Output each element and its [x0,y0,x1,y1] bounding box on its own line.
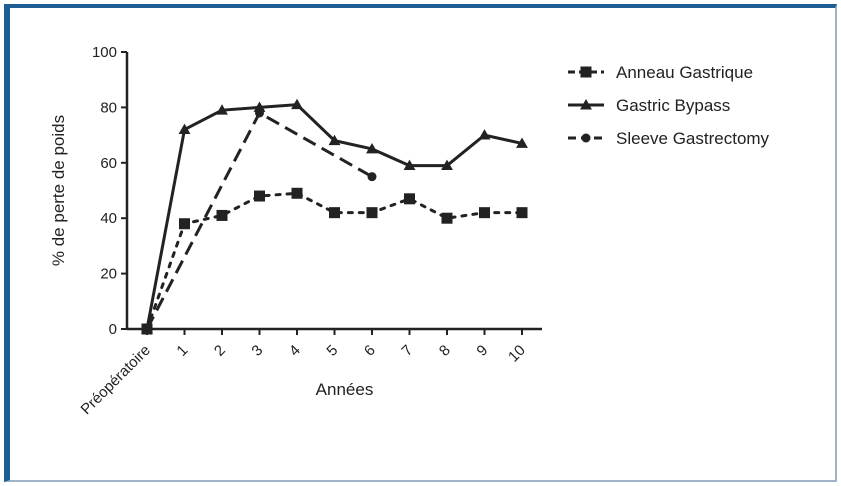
series-sleeve-gastrectomy [142,108,377,334]
x-tick-label: 3 [248,342,266,360]
square-marker [479,207,490,219]
y-tick-label: 20 [100,266,117,283]
x-axis-title: Années [316,380,374,399]
legend-circle-marker [581,133,591,143]
legend-item: Anneau Gastrique [568,63,753,82]
triangle-marker [291,98,303,110]
y-tick-label: 60 [100,155,117,172]
square-marker [291,187,303,199]
y-axis-title: % de perte de poids [49,115,68,266]
x-tick-label: 1 [173,342,191,360]
legend-label: Sleeve Gastrectomy [616,129,770,148]
y-tick-label: 80 [100,99,117,116]
circle-marker [255,108,264,118]
series-gastric-bypass [141,98,528,334]
square-marker [516,207,528,219]
legend-label: Anneau Gastrique [616,63,753,82]
y-tick-label: 0 [109,321,117,338]
legend-label: Gastric Bypass [616,96,730,115]
axes [121,51,542,335]
legend-triangle-marker [580,99,592,110]
x-tick-label: 7 [398,342,416,360]
x-tick-labels: Préopératoire 1 2 3 4 5 6 7 8 9 10 [78,342,529,418]
square-marker [366,207,378,219]
triangle-marker [178,123,191,135]
legend: Anneau Gastrique Gastric Bypass Sleeve Gas… [568,63,770,148]
x-tick-label: 5 [323,342,341,360]
circle-marker [367,172,377,182]
figure-frame [4,4,837,482]
y-tick-label: 40 [100,210,117,227]
triangle-marker [216,104,228,115]
circle-marker [142,324,152,334]
triangle-marker [516,137,528,148]
series-layer [141,98,528,335]
square-marker [216,209,228,221]
triangle-marker [478,129,491,140]
square-marker [404,193,415,205]
x-tick-label: 6 [361,342,379,360]
legend-square-marker [580,66,592,78]
x-tick-label: 8 [436,342,454,360]
x-tick-label: Préopératoire [78,342,154,418]
triangle-marker [366,143,378,154]
x-tick-label: 2 [211,342,229,360]
triangle-marker [253,101,266,112]
square-marker [179,218,190,230]
triangle-marker [441,159,453,171]
y-tick-labels: 0 20 40 60 80 100 [92,44,117,338]
y-tick-label: 100 [92,44,117,61]
x-tick-label: 10 [505,342,529,366]
triangle-marker [403,159,416,171]
series-line [145,191,524,331]
legend-item: Sleeve Gastrectomy [568,129,770,148]
series-anneau-gastrique [141,187,528,335]
square-marker [441,212,453,224]
triangle-marker [328,134,341,146]
square-marker [254,190,265,202]
x-tick-label: 9 [473,342,491,360]
x-tick-label: 4 [286,342,304,360]
square-marker [329,207,340,219]
legend-item: Gastric Bypass [568,96,730,115]
